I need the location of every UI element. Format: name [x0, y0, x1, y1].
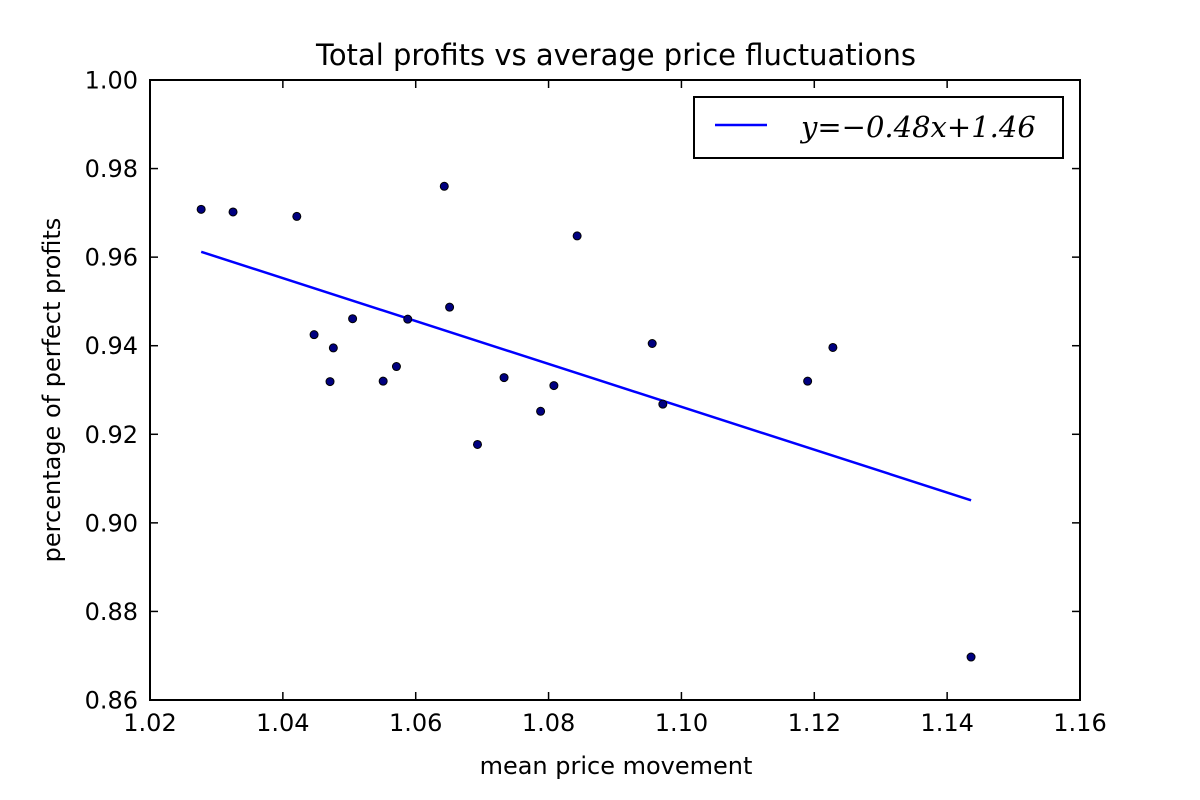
x-tick-label: 1.10: [655, 709, 708, 737]
chart-title: Total profits vs average price fluctuati…: [315, 38, 916, 72]
data-point: [828, 342, 838, 352]
data-point: [549, 381, 559, 391]
data-point: [966, 652, 976, 662]
data-point: [391, 362, 401, 372]
x-axis-label: mean price movement: [480, 752, 753, 780]
x-tick-label: 1.14: [920, 709, 973, 737]
fit-line-layer: [200, 250, 972, 502]
y-tick-label: 0.94: [85, 332, 138, 360]
y-tick-label: 0.90: [85, 509, 138, 537]
x-tick-label: 1.02: [123, 709, 176, 737]
data-point: [328, 343, 338, 353]
regression-line: [200, 250, 972, 502]
data-point: [309, 330, 319, 340]
y-tick-label: 0.88: [85, 598, 138, 626]
y-tick-label: 0.98: [85, 155, 138, 183]
data-point: [536, 406, 546, 416]
data-point: [228, 207, 238, 217]
data-point: [572, 231, 582, 241]
data-point: [378, 376, 388, 386]
x-tick-label: 1.06: [389, 709, 442, 737]
x-tick-label: 1.04: [256, 709, 309, 737]
y-tick-label: 0.92: [85, 421, 138, 449]
x-tick-label: 1.16: [1053, 709, 1106, 737]
y-tick-label: 1.00: [85, 67, 138, 95]
data-point: [196, 204, 206, 214]
legend-box: [693, 96, 1064, 159]
data-point: [445, 302, 455, 312]
y-tick-label: 0.96: [85, 244, 138, 272]
scatter-points: [196, 181, 976, 662]
y-tick-label: 0.86: [85, 687, 138, 715]
data-point: [499, 373, 509, 383]
y-axis-label: percentage of perfect profits: [38, 218, 66, 563]
data-point: [348, 314, 358, 324]
data-point: [658, 399, 668, 409]
data-point: [647, 339, 657, 348]
data-point: [439, 181, 449, 191]
data-point: [325, 377, 335, 387]
legend: y=−0.48x+1.46: [693, 96, 1064, 159]
data-point: [472, 439, 482, 449]
x-tick-label: 1.08: [522, 709, 575, 737]
plot-area-frame: [149, 79, 1081, 701]
data-point: [803, 376, 813, 386]
x-tick-label: 1.12: [788, 709, 841, 737]
legend-label: y=−0.48x+1.46: [799, 110, 1036, 144]
data-point: [403, 314, 413, 324]
data-point: [292, 211, 302, 221]
axis-ticks: 1.02 1.04 1.06 1.08 1.10 1.12 1.14 1.16 0.86 0.88…: [85, 67, 1107, 738]
